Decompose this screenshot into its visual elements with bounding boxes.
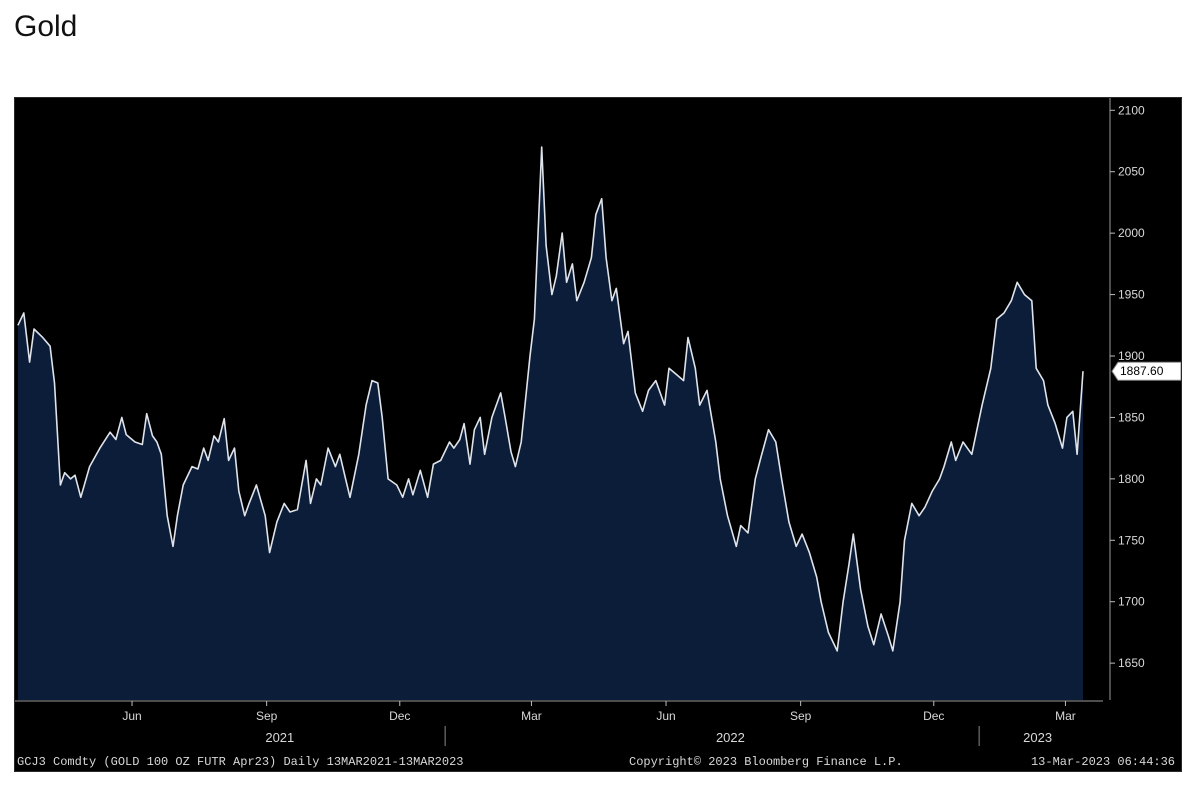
x-year-label: 2022 <box>716 730 745 745</box>
y-tick-label: 2050 <box>1118 165 1145 179</box>
x-tick-label: Mar <box>1055 709 1076 723</box>
x-tick-label: Jun <box>656 709 675 723</box>
y-tick-label: 1750 <box>1118 533 1145 547</box>
y-tick-label: 1700 <box>1118 595 1145 609</box>
y-tick-label: 2100 <box>1118 103 1145 117</box>
plot-area <box>17 146 1084 701</box>
x-tick-label: Jun <box>122 709 141 723</box>
footer-security-info: GCJ3 Comdty (GOLD 100 OZ FUTR Apr23) Dai… <box>17 755 463 769</box>
y-tick-label: 1650 <box>1118 656 1145 670</box>
x-year-label: 2023 <box>1023 730 1052 745</box>
chart-footer: GCJ3 Comdty (GOLD 100 OZ FUTR Apr23) Dai… <box>17 755 1175 769</box>
x-tick-label: Dec <box>389 709 410 723</box>
x-tick-label: Mar <box>521 709 542 723</box>
y-tick-label: 2000 <box>1118 226 1145 240</box>
x-tick-label: Sep <box>790 709 812 723</box>
last-value-label: 1887.60 <box>1120 364 1164 378</box>
y-tick-label: 1900 <box>1118 349 1145 363</box>
x-tick-label: Dec <box>923 709 944 723</box>
x-tick-label: Sep <box>256 709 278 723</box>
y-tick-label: 1850 <box>1118 410 1145 424</box>
x-year-label: 2021 <box>265 730 294 745</box>
y-tick-label: 1800 <box>1118 472 1145 486</box>
gold-price-chart: 1650 1700 1750 1800 1850 1900 1950 2000 2050 2100… <box>15 98 1181 769</box>
chart-panel: 1650 1700 1750 1800 1850 1900 1950 2000 2050 2100… <box>14 97 1182 772</box>
price-area <box>17 147 1083 701</box>
page-title: Gold <box>14 10 78 43</box>
last-value-tag <box>1111 361 1181 381</box>
y-axis: 1650 1700 1750 1800 1850 1900 1950 2000 2050 2100… <box>1109 98 1181 700</box>
x-axis: Jun Sep Dec Mar Jun Sep Dec Mar 2021 2022 2023 <box>15 700 1103 746</box>
footer-copyright: Copyright© 2023 Bloomberg Finance L.P. <box>629 755 903 769</box>
footer-timestamp: 13-Mar-2023 06:44:36 <box>1031 755 1175 769</box>
price-line <box>17 146 1084 652</box>
y-tick-label: 1950 <box>1118 288 1145 302</box>
